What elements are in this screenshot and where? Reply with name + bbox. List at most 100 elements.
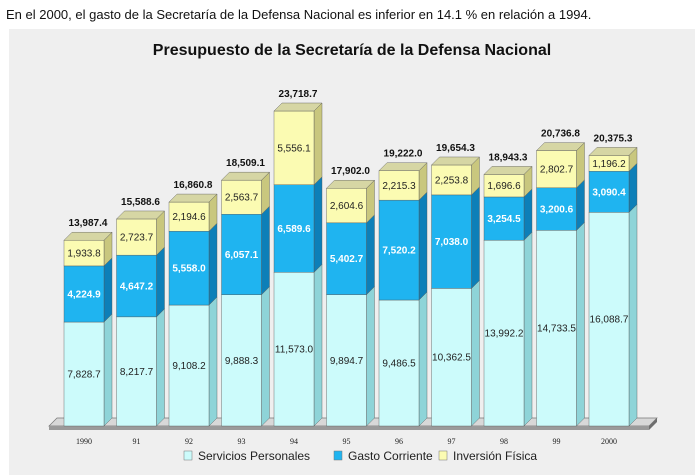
bar-stack-97: 10,362.5 7,038.0 2,253.8 19,654.3 [431, 143, 480, 427]
chart-floor-edge [49, 426, 649, 430]
bar-top-cap [431, 156, 480, 166]
legend-swatch [183, 450, 193, 461]
bar-segment-servicios-personales-side [418, 291, 428, 427]
bar-top-cap [536, 142, 585, 151]
total-label: 19,654.3 [436, 143, 475, 154]
value-label: 9,108.2 [172, 361, 206, 372]
value-label: 9,888.3 [225, 356, 259, 367]
legend-label: Gasto Corriente [348, 449, 433, 463]
bar-segment-gasto-corriente-side [366, 214, 375, 296]
x-tick-label: 91 [133, 437, 141, 446]
legend-item-1: Gasto Corriente [333, 449, 433, 463]
x-tick-label: 97 [448, 437, 456, 446]
bar-segment-inversi-n-f-sica [63, 240, 105, 267]
bar-segment-inversi-n-f-sica-side [313, 102, 323, 186]
legend-label: Servicios Personales [198, 449, 310, 463]
bar-stack-92: 9,108.2 5,558.0 2,194.6 16,860.8 [168, 180, 218, 427]
total-label: 20,375.3 [594, 133, 633, 144]
bar-segment-servicios-personales [63, 321, 105, 427]
bar-segment-gasto-corriente [588, 171, 630, 213]
bar-stack-2000: 16,088.7 3,090.4 1,196.2 20,375.3 [588, 133, 638, 427]
bar-segment-inversi-n-f-sica [221, 179, 262, 215]
value-label: 3,090.4 [592, 187, 626, 198]
bar-segment-servicios-personales-side [523, 231, 533, 427]
bar-top-cap [221, 171, 270, 181]
bar-segment-servicios-personales-side [366, 286, 375, 427]
bar-top-cap [168, 193, 218, 203]
value-label: 6,057.1 [225, 250, 259, 261]
x-tick-label: 99 [553, 437, 561, 446]
bar-segment-servicios-personales [588, 212, 630, 427]
bar-segment-servicios-personales [431, 288, 472, 427]
bar-top-cap [116, 210, 165, 220]
x-tick-label: 1990 [76, 437, 92, 446]
bar-segment-gasto-corriente-side [156, 246, 165, 318]
bar-segment-gasto-corriente-side [261, 205, 270, 296]
value-label: 7,520.2 [382, 246, 416, 257]
total-label: 23,718.7 [279, 89, 318, 100]
bar-stack-94: 11,573.0 6,589.6 5,556.1 23,718.7 [273, 89, 323, 427]
bar-segment-gasto-corriente-side [471, 186, 480, 289]
bar-segment-servicios-personales-side [156, 308, 165, 427]
value-label: 2,604.6 [330, 201, 364, 212]
bar-top-cap [326, 180, 375, 189]
value-label: 1,933.8 [67, 249, 101, 260]
value-label: 2,802.7 [540, 165, 574, 176]
total-label: 16,860.8 [174, 180, 213, 191]
value-label: 5,402.7 [330, 254, 364, 265]
x-tick-label: 2000 [601, 437, 617, 446]
value-label: 1,696.6 [487, 181, 521, 192]
bar-segment-gasto-corriente-side [103, 257, 113, 323]
legend: Servicios Personales Gasto Corriente Inver… [183, 449, 537, 463]
value-label: 9,894.7 [330, 356, 364, 367]
value-label: 10,362.5 [432, 353, 471, 364]
x-tick-label: 92 [185, 437, 193, 446]
x-tick-label: 95 [343, 437, 351, 446]
value-label: 6,589.6 [277, 224, 311, 235]
bar-segment-gasto-corriente-side [418, 191, 428, 301]
value-label: 14,733.5 [537, 324, 576, 335]
bar-stack-96: 9,486.5 7,520.2 2,215.3 19,222.0 [378, 149, 428, 427]
bar-stack-95: 9,894.7 5,402.7 2,604.6 17,902.0 [326, 166, 375, 427]
bar-segment-gasto-corriente [221, 214, 262, 295]
chart-panel: Presupuesto de la Secretaría de la Defen… [9, 29, 695, 475]
x-tick-label: 93 [238, 437, 246, 446]
value-label: 7,038.0 [435, 237, 469, 248]
bar-segment-gasto-corriente [378, 199, 420, 301]
bar-segment-gasto-corriente [536, 187, 577, 231]
total-label: 15,588.6 [121, 197, 160, 208]
bar-segment-gasto-corriente-side [576, 179, 585, 231]
x-tick-label: 98 [500, 437, 508, 446]
value-label: 5,556.1 [277, 143, 311, 154]
bar-segment-gasto-corriente [483, 196, 525, 241]
bar-stack-99: 14,733.5 3,200.6 2,802.7 20,736.8 [536, 129, 585, 427]
bar-segment-servicios-personales-side [471, 279, 480, 427]
value-label: 2,723.7 [120, 233, 154, 244]
total-label: 18,943.3 [489, 152, 528, 163]
bar-segment-gasto-corriente [116, 254, 157, 318]
bar-segment-gasto-corriente [326, 222, 367, 295]
total-label: 19,222.0 [384, 149, 423, 160]
total-label: 17,902.0 [331, 166, 370, 177]
x-tick-label: 94 [290, 437, 298, 446]
bar-segment-servicios-personales [483, 239, 525, 427]
x-tick-label: 96 [395, 437, 403, 446]
bar-segment-servicios-personales [168, 304, 210, 427]
bar-segment-servicios-personales [221, 294, 262, 427]
total-label: 13,987.4 [69, 218, 108, 229]
value-label: 13,992.2 [485, 329, 524, 340]
bar-stack-1990: 7,828.7 4,224.9 1,933.8 13,987.4 [63, 218, 113, 427]
bar-stack-98: 13,992.2 3,254.5 1,696.6 18,943.3 [483, 152, 533, 427]
bar-segment-inversi-n-f-sica [431, 164, 472, 196]
bar-segment-servicios-personales-side [628, 203, 638, 427]
bar-segment-servicios-personales [536, 230, 577, 427]
bar-segment-gasto-corriente-side [628, 162, 638, 213]
bar-segment-servicios-personales [273, 272, 315, 427]
bar-segment-inversi-n-f-sica [116, 218, 157, 256]
bar-top-cap [63, 232, 113, 241]
bar-stack-93: 9,888.3 6,057.1 2,563.7 18,509.1 [221, 158, 270, 427]
bar-segment-inversi-n-f-sica [378, 170, 420, 201]
total-label: 18,509.1 [226, 158, 265, 169]
value-label: 4,647.2 [120, 282, 154, 293]
value-label: 2,253.8 [435, 175, 469, 186]
